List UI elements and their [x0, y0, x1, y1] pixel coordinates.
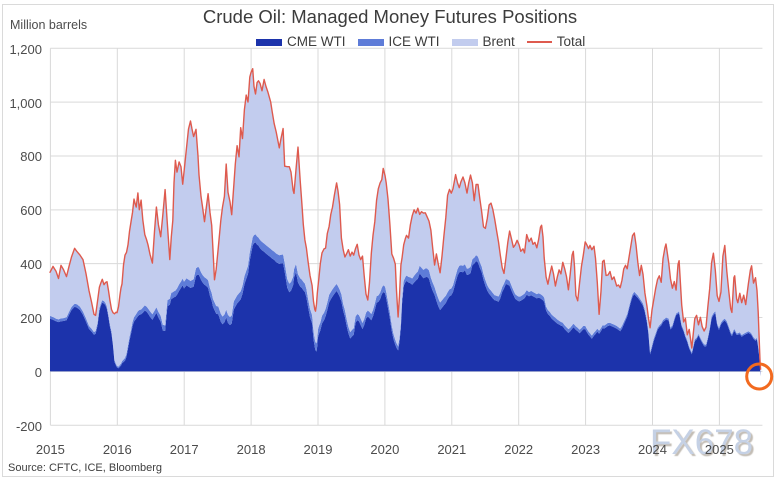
legend-area-swatch — [357, 38, 384, 46]
legend-item-cme-wti: CME WTI — [256, 34, 346, 50]
x-tick-label: 2025 — [704, 442, 734, 457]
y-tick-label: -200 — [15, 418, 42, 434]
legend-item-total: Total — [526, 34, 586, 50]
x-tick-label: 2022 — [504, 442, 534, 457]
x-tick-label: 2017 — [169, 442, 199, 457]
legend-line-swatch — [526, 41, 552, 43]
watermark: FX678 — [650, 423, 754, 462]
y-axis-unit-label: Million barrels — [10, 18, 88, 32]
y-tick-label: 400 — [20, 257, 42, 273]
legend: CME WTI ICE WTI Brent Total — [256, 34, 585, 50]
x-tick-label: 2020 — [370, 442, 400, 457]
source-note: Source: CFTC, ICE, Bloomberg — [8, 461, 163, 474]
legend-item-brent: Brent — [451, 34, 515, 50]
legend-item-ice-wti: ICE WTI — [357, 34, 440, 50]
latest-point-annotation-circle — [745, 362, 774, 391]
area-brent — [50, 68, 761, 375]
x-tick-label: 2021 — [437, 442, 467, 457]
total-line — [49, 68, 762, 370]
x-tick-label: 2024 — [638, 442, 667, 457]
y-tick-label: 600 — [20, 203, 42, 219]
chart-title: Crude Oil: Managed Money Futures Positio… — [202, 6, 578, 27]
x-tick-label: 2018 — [236, 442, 266, 457]
legend-label: ICE WTI — [388, 34, 440, 49]
legend-area-swatch — [451, 38, 478, 46]
area-cme-wti — [50, 242, 761, 376]
x-tick-label: 2023 — [571, 442, 601, 457]
legend-label: Brent — [482, 34, 515, 49]
y-tick-label: 1,000 — [9, 95, 42, 111]
x-tick-label: 2015 — [35, 442, 65, 457]
y-tick-label: 1,200 — [9, 41, 42, 57]
x-tick-label: 2019 — [303, 442, 333, 457]
legend-area-swatch — [256, 38, 282, 46]
y-tick-label: 0 — [34, 364, 42, 380]
y-tick-label: 200 — [20, 311, 42, 327]
y-tick-label: 800 — [20, 149, 42, 165]
x-tick-label: 2016 — [102, 442, 132, 457]
legend-label: Total — [556, 34, 586, 49]
legend-label: CME WTI — [287, 34, 346, 49]
